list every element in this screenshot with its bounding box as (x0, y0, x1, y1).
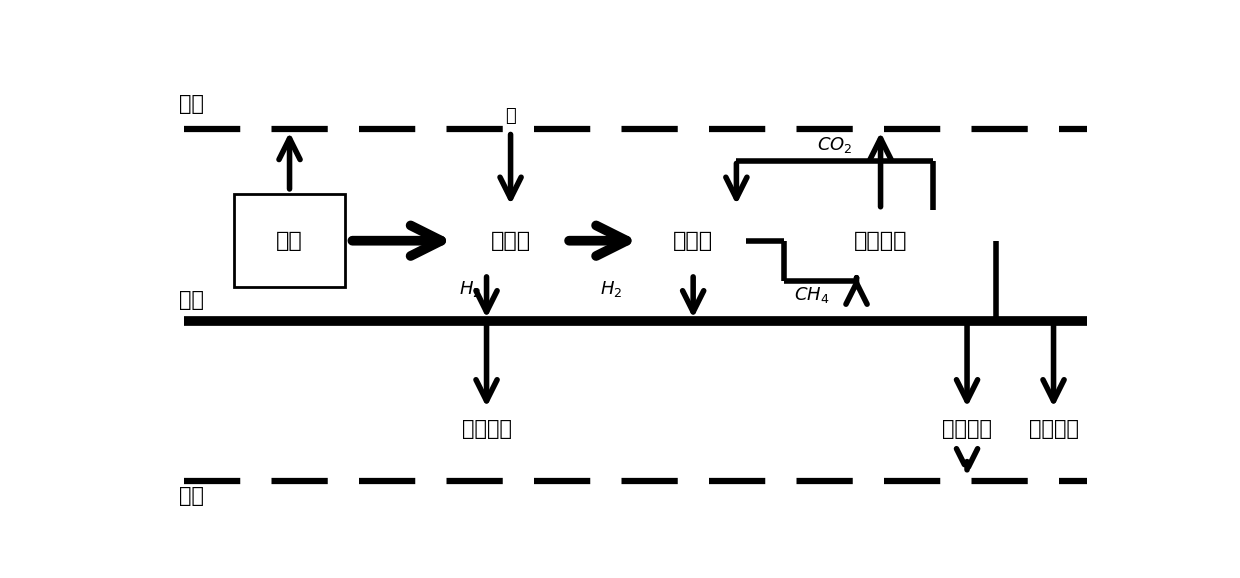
Bar (234, 194, 345, 287)
Text: $H_2$: $H_2$ (460, 279, 481, 299)
Text: 燃气锅炉: 燃气锅炉 (942, 418, 992, 439)
Text: 燃气: 燃气 (179, 290, 205, 310)
Text: 储气设备: 储气设备 (1028, 418, 1079, 439)
Text: 电厂: 电厂 (277, 231, 303, 251)
Text: 水: 水 (505, 107, 516, 125)
Text: 燃气发电: 燃气发电 (854, 231, 908, 251)
Text: 电能: 电能 (179, 94, 205, 114)
Text: 储气设备: 储气设备 (461, 418, 512, 439)
Text: $CO_2$: $CO_2$ (817, 135, 853, 155)
Text: 甲烷化: 甲烷化 (673, 231, 713, 251)
Text: $CH_4$: $CH_4$ (794, 285, 830, 305)
Text: $H_2$: $H_2$ (600, 279, 622, 299)
Text: 热能: 热能 (179, 486, 205, 506)
Text: 电解水: 电解水 (491, 231, 531, 251)
